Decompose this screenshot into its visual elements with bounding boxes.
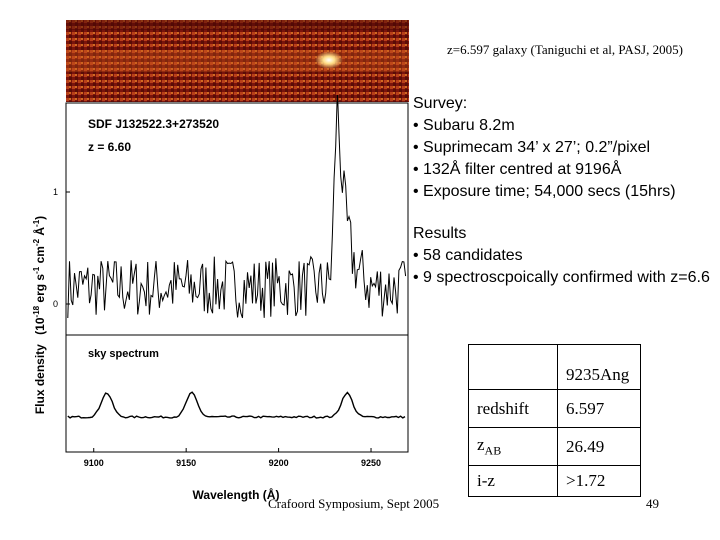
survey-item: • Subaru 8.2m	[413, 117, 515, 134]
survey-item: • 132Å filter centred at 9196Å	[413, 161, 622, 178]
2d-spectrum-texture	[66, 20, 409, 102]
x-tick-label: 9100	[84, 458, 104, 468]
results-item: • 58 candidates	[413, 247, 523, 264]
table-cell-label: redshift	[468, 389, 558, 428]
properties-table: 9235Ang redshift 6.597 zAB 26.49 i-z >1.…	[468, 344, 641, 497]
table-row: zAB 26.49	[468, 427, 641, 466]
survey-item: • Suprimecam 34’ x 27’; 0.2”/pixel	[413, 139, 651, 156]
page-number: 49	[646, 496, 659, 511]
ytick-1: 1	[53, 187, 58, 197]
table-header-row: 9235Ang	[468, 344, 641, 390]
table-cell-value: 6.597	[557, 389, 641, 428]
sky-spectrum-line	[67, 391, 406, 419]
survey-heading: Survey:	[413, 95, 468, 112]
sky-panel-title: sky spectrum	[88, 348, 159, 360]
2d-spectrum-image	[66, 20, 409, 102]
sky-spectrum-frame	[65, 334, 409, 453]
table-row: redshift 6.597	[468, 389, 641, 428]
object-redshift: z = 6.60	[88, 140, 131, 154]
survey-item: • Exposure time; 54,000 secs (15hrs)	[413, 183, 676, 200]
table-cell-label: i-z	[468, 465, 558, 497]
survey-section: Survey: • Subaru 8.2m • Suprimecam 34’ x…	[413, 93, 718, 203]
y-axis-label: Flux density (10-18 erg s-1 cm-2 Å-1)	[32, 216, 47, 414]
footer-text: Crafoord Symposium, Sept 2005	[268, 496, 440, 511]
table-cell-label: zAB	[468, 427, 558, 466]
table-cell-value: 26.49	[557, 427, 641, 466]
x-axis-label: Wavelength (Å)	[193, 487, 280, 502]
object-name: SDF J132522.3+273520	[88, 117, 219, 131]
table-header-cell: 9235Ang	[557, 344, 641, 390]
ytick-0: 0	[53, 299, 58, 309]
results-section: Results • 58 candidates • 9 spectroscpoi…	[413, 223, 718, 289]
object-spectrum-frame	[65, 102, 409, 336]
x-tick-label: 9200	[269, 458, 289, 468]
table-cell-value: >1.72	[557, 465, 641, 497]
lyman-alpha-blob	[315, 51, 343, 69]
x-tick-label: 9250	[361, 458, 381, 468]
x-tick-label: 9150	[176, 458, 196, 468]
results-item: • 9 spectroscpoically confirmed with z=6…	[413, 269, 710, 286]
spectra-figure: Flux density (10-18 erg s-1 cm-2 Å-1) SD…	[32, 95, 409, 502]
table-header-cell	[468, 344, 558, 390]
table-row: i-z >1.72	[468, 465, 641, 497]
object-spectrum-line	[67, 95, 407, 319]
figure-caption: z=6.597 galaxy (Taniguchi et al, PASJ, 2…	[447, 42, 683, 57]
x-tick-labels: 9100 9150 9200 9250	[84, 448, 381, 468]
results-heading: Results	[413, 225, 467, 242]
